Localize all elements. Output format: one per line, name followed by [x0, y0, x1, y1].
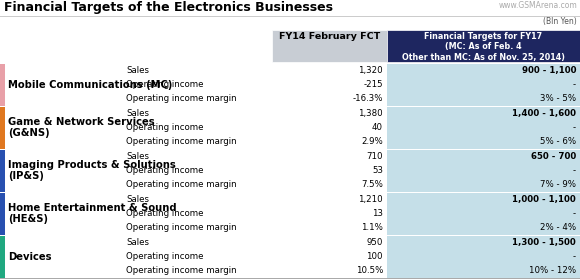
- Text: Sales: Sales: [126, 238, 149, 247]
- Text: Devices: Devices: [8, 251, 52, 262]
- Text: 10.5%: 10.5%: [356, 266, 383, 275]
- Bar: [387, 192, 580, 235]
- Text: Operating income margin: Operating income margin: [126, 180, 237, 189]
- Text: Imaging Products & Solutions
(IP&S): Imaging Products & Solutions (IP&S): [8, 160, 176, 181]
- Text: Operating income margin: Operating income margin: [126, 94, 237, 103]
- Text: 1.1%: 1.1%: [361, 223, 383, 232]
- Text: Operating income: Operating income: [126, 123, 204, 132]
- Text: Operating income: Operating income: [126, 209, 204, 218]
- Bar: [387, 63, 580, 106]
- Text: Game & Network Services
(G&NS): Game & Network Services (G&NS): [8, 117, 155, 138]
- Bar: [387, 235, 580, 278]
- Text: 10% - 12%: 10% - 12%: [529, 266, 576, 275]
- Text: 1,000 - 1,100: 1,000 - 1,100: [512, 195, 576, 204]
- Bar: [0, 149, 580, 150]
- Bar: [0, 149, 5, 192]
- Bar: [0, 192, 580, 193]
- Bar: [0, 192, 5, 235]
- Text: Operating income margin: Operating income margin: [126, 223, 237, 232]
- Bar: [0, 235, 387, 278]
- Bar: [0, 106, 5, 149]
- Bar: [0, 278, 580, 279]
- Text: Operating income: Operating income: [126, 252, 204, 261]
- Bar: [0, 106, 387, 149]
- Text: Sales: Sales: [126, 66, 149, 75]
- Text: Financial Targets for FY17
(MC: As of Feb. 4
Other than MC: As of Nov. 25, 2014): Financial Targets for FY17 (MC: As of Fe…: [402, 32, 565, 62]
- Text: 1,400 - 1,600: 1,400 - 1,600: [512, 109, 576, 118]
- Bar: [0, 63, 5, 106]
- Bar: [272, 30, 387, 62]
- Text: -215: -215: [364, 80, 383, 89]
- Text: 650 - 700: 650 - 700: [531, 152, 576, 161]
- Bar: [0, 63, 387, 106]
- Bar: [0, 235, 580, 236]
- Text: Operating income: Operating income: [126, 166, 204, 175]
- Text: 7% - 9%: 7% - 9%: [540, 180, 576, 189]
- Text: 5% - 6%: 5% - 6%: [540, 137, 576, 146]
- Text: 950: 950: [367, 238, 383, 247]
- Text: 100: 100: [367, 252, 383, 261]
- Text: Sales: Sales: [126, 195, 149, 204]
- Text: -: -: [573, 252, 576, 261]
- Text: 1,380: 1,380: [358, 109, 383, 118]
- Text: 3% - 5%: 3% - 5%: [540, 94, 576, 103]
- Text: FY14 February FCT: FY14 February FCT: [279, 32, 380, 41]
- Bar: [387, 106, 580, 149]
- Text: 13: 13: [372, 209, 383, 218]
- Text: Operating income margin: Operating income margin: [126, 266, 237, 275]
- Bar: [387, 30, 580, 62]
- Text: Operating income margin: Operating income margin: [126, 137, 237, 146]
- Bar: [0, 192, 387, 235]
- Text: 2.9%: 2.9%: [361, 137, 383, 146]
- Text: 1,300 - 1,500: 1,300 - 1,500: [512, 238, 576, 247]
- Text: Home Entertainment & Sound
(HE&S): Home Entertainment & Sound (HE&S): [8, 203, 177, 224]
- Text: -: -: [573, 209, 576, 218]
- Bar: [387, 149, 580, 192]
- Text: Mobile Communications (MC): Mobile Communications (MC): [8, 80, 172, 90]
- Text: 40: 40: [372, 123, 383, 132]
- Bar: [0, 149, 387, 192]
- Text: -: -: [573, 123, 576, 132]
- Text: 710: 710: [367, 152, 383, 161]
- Text: Financial Targets of the Electronics Businesses: Financial Targets of the Electronics Bus…: [4, 1, 333, 14]
- Bar: [0, 235, 5, 278]
- Text: (Bln Yen): (Bln Yen): [543, 17, 577, 26]
- Text: Operating income: Operating income: [126, 80, 204, 89]
- Text: 1,210: 1,210: [358, 195, 383, 204]
- Text: Sales: Sales: [126, 109, 149, 118]
- Text: 1,320: 1,320: [358, 66, 383, 75]
- Text: Sales: Sales: [126, 152, 149, 161]
- Text: 900 - 1,100: 900 - 1,100: [521, 66, 576, 75]
- Bar: [0, 106, 580, 107]
- Text: 2% - 4%: 2% - 4%: [540, 223, 576, 232]
- Text: -: -: [573, 80, 576, 89]
- Text: -: -: [573, 166, 576, 175]
- Bar: [0, 63, 580, 64]
- Text: -16.3%: -16.3%: [353, 94, 383, 103]
- Bar: [0, 16, 580, 17]
- Text: www.GSMArena.com: www.GSMArena.com: [498, 1, 577, 10]
- Text: 53: 53: [372, 166, 383, 175]
- Text: 7.5%: 7.5%: [361, 180, 383, 189]
